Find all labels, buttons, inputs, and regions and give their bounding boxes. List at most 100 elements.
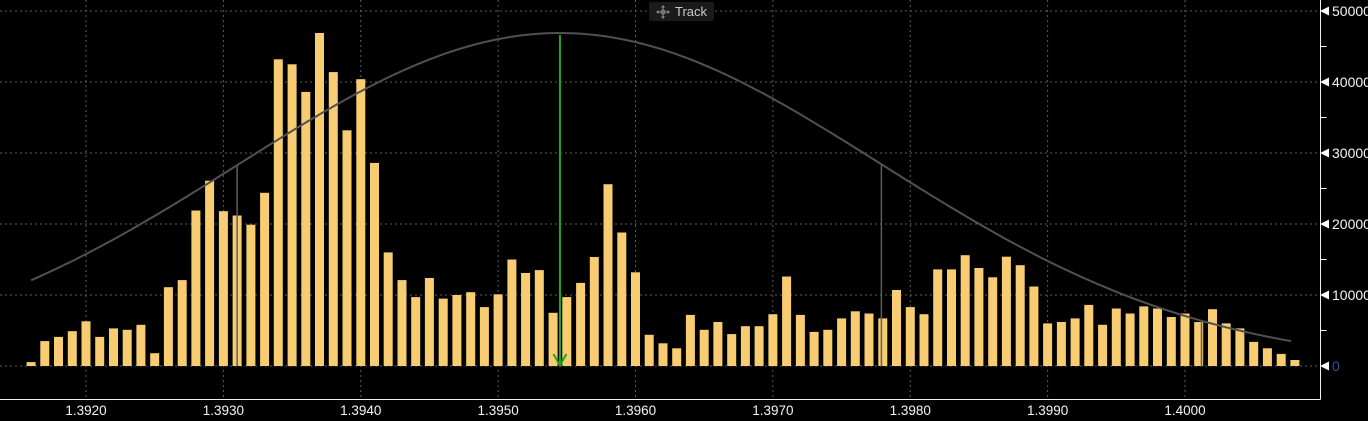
histogram-bar [1111, 308, 1121, 366]
histogram-bar [40, 341, 50, 366]
y-axis-label: 10000 [1332, 287, 1368, 303]
histogram-bar [246, 224, 256, 366]
histogram-bar [562, 297, 572, 366]
histogram-bar [631, 272, 640, 366]
histogram-bar [603, 184, 613, 366]
histogram-bar [191, 210, 201, 366]
histogram-bar [1180, 313, 1190, 366]
histogram-bar [988, 277, 998, 367]
histogram-bar [768, 314, 778, 366]
histogram-bar [205, 180, 215, 366]
histogram-bar [947, 269, 956, 366]
y-tick-arrow [1320, 6, 1329, 16]
histogram-bar [424, 278, 434, 366]
histogram-bar [356, 79, 366, 366]
mean-arrow-head [552, 353, 568, 368]
histogram-bar [905, 307, 915, 366]
x-axis-label: 1.3940 [340, 403, 381, 418]
y-tick-arrow [1320, 77, 1329, 87]
histogram-bar [273, 59, 283, 367]
y-axis-label: 50000 [1332, 3, 1368, 19]
histogram-bar [823, 329, 833, 366]
x-axis-label: 1.3980 [890, 403, 931, 418]
x-axis-label: 1.3990 [1027, 403, 1068, 418]
y-axis-label: 30000 [1332, 145, 1368, 161]
histogram-bar [1262, 348, 1272, 367]
histogram-bar [1098, 324, 1108, 366]
histogram-bar [795, 314, 805, 366]
x-axis-label: 1.3950 [477, 403, 518, 418]
histogram-bar [1084, 304, 1094, 366]
histogram-bar [864, 313, 874, 366]
histogram-bar [1139, 306, 1149, 366]
histogram-bar [534, 270, 544, 366]
y-tick-arrow [1320, 361, 1329, 371]
histogram-bar [809, 331, 819, 366]
histogram-bar [1235, 328, 1245, 366]
y-tick-arrow [1320, 219, 1329, 229]
histogram-bar [122, 329, 132, 366]
histogram-bar [617, 232, 627, 366]
histogram-bar [177, 280, 187, 366]
histogram-bar [754, 326, 764, 366]
histogram-bar [1070, 318, 1080, 366]
histogram-bar [658, 343, 668, 366]
histogram-bar [507, 259, 517, 366]
x-axis-label: 1.3970 [752, 403, 793, 418]
y-tick-arrow [1320, 148, 1329, 158]
histogram-bar [837, 318, 847, 366]
histogram-bar [672, 348, 682, 367]
histogram-bar [1166, 317, 1176, 366]
histogram-bar [1194, 322, 1204, 366]
histogram-bar [548, 312, 558, 367]
histogram-bar [328, 72, 338, 366]
histogram-bar [163, 287, 173, 366]
y-axis-label: 40000 [1332, 74, 1368, 90]
x-axis-label: 1.4000 [1164, 403, 1205, 418]
track-tool-chip[interactable]: Track [649, 2, 715, 21]
histogram-bar [892, 290, 901, 366]
move-crosshair-icon [656, 4, 670, 19]
histogram-bar [850, 311, 860, 366]
histogram-bar [67, 331, 77, 366]
histogram-bar [54, 336, 63, 366]
histogram-bar [685, 314, 695, 366]
y-tick-arrow [1320, 290, 1329, 300]
histogram-bar [287, 64, 297, 367]
x-axis-label: 1.3920 [65, 403, 106, 418]
histogram-bar [370, 162, 379, 366]
histogram-bar [1029, 286, 1039, 366]
x-axis-label: 1.3960 [615, 403, 656, 418]
histogram-bar [782, 276, 792, 366]
histogram-bar [727, 334, 737, 366]
histogram-bar [479, 307, 489, 366]
histogram-bar [301, 91, 311, 367]
histogram-bar [1043, 323, 1053, 366]
histogram-bar [95, 336, 105, 366]
histogram-bar [1001, 256, 1011, 366]
histogram-bar [1153, 308, 1162, 366]
histogram-bar [452, 295, 462, 366]
histogram-bar [589, 257, 599, 366]
histogram-bar [699, 329, 709, 366]
histogram-bar [411, 297, 421, 366]
histogram-bar [740, 326, 750, 366]
histogram-bar [26, 362, 36, 366]
histogram-bar [713, 322, 723, 366]
histogram-bar [150, 353, 160, 366]
histogram-bar [397, 280, 407, 366]
histogram-bar [466, 292, 476, 366]
histogram-bar [1276, 353, 1286, 366]
histogram-bar [644, 334, 654, 366]
histogram-bar [342, 130, 352, 366]
histogram-bar [1056, 322, 1066, 366]
track-tool-label: Track [675, 4, 708, 19]
histogram-bar [315, 33, 324, 366]
histogram-bar [109, 328, 118, 366]
histogram-bar [521, 273, 531, 366]
histogram-bar [1015, 265, 1025, 366]
histogram-bar [974, 268, 984, 366]
normal-curve [30, 32, 1292, 343]
